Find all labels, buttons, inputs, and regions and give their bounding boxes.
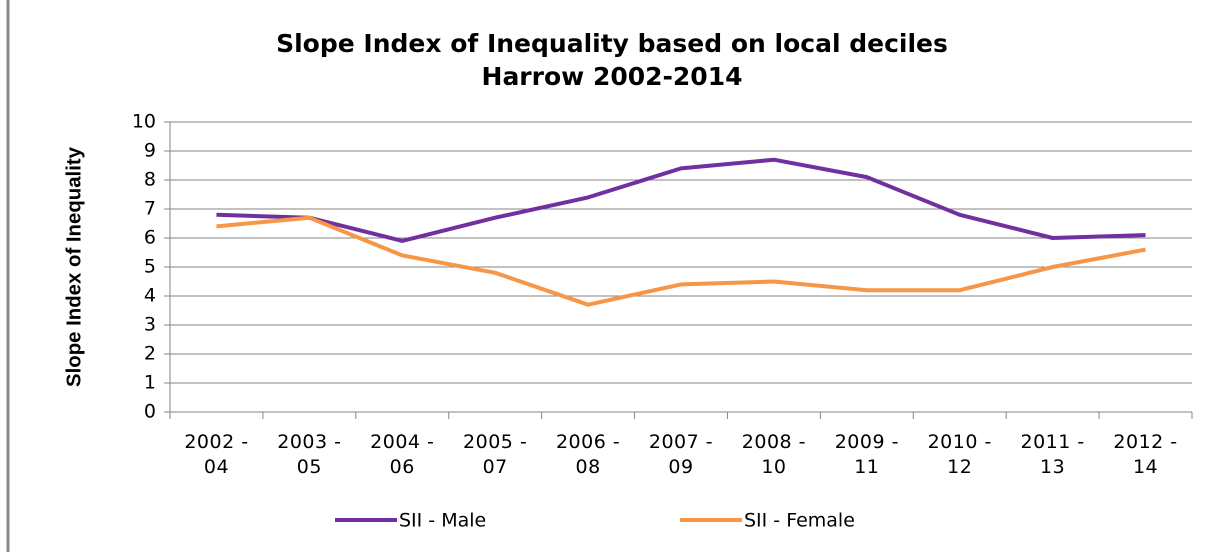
- y-tick-label: 0: [144, 401, 156, 423]
- y-tick-label: 10: [132, 111, 156, 133]
- chart-title: Slope Index of Inequality based on local…: [276, 29, 948, 58]
- legend-label: SII - Female: [744, 510, 855, 532]
- x-tick-label: 2009 - 11: [834, 431, 899, 478]
- x-tick-label: 2005 - 07: [463, 431, 528, 478]
- y-tick-label: 3: [144, 314, 156, 336]
- y-tick-label: 5: [144, 256, 156, 278]
- y-tick-label: 1: [144, 372, 156, 394]
- y-tick-label: 9: [144, 140, 156, 162]
- series-line: [216, 157, 1146, 243]
- x-tick-label: 2003 - 05: [277, 431, 342, 478]
- x-tick-label: 2007 - 09: [648, 431, 714, 478]
- chart-subtitle: Harrow 2002-2014: [482, 62, 743, 91]
- x-tick-label: 2011 - 13: [1020, 431, 1085, 478]
- x-tick-label: 2012 - 14: [1113, 431, 1178, 478]
- y-tick-label: 2: [144, 343, 156, 365]
- x-tick-label: 2010 - 12: [927, 431, 992, 478]
- y-tick-label: 4: [144, 285, 156, 307]
- x-tick-label: 2002 - 04: [184, 431, 249, 478]
- x-tick-label: 2006 - 08: [555, 431, 621, 478]
- y-tick-label: 6: [144, 227, 156, 249]
- legend-label: SII - Male: [399, 510, 486, 532]
- y-axis-label: Slope Index of Inequality: [63, 146, 85, 387]
- x-tick-label: 2004 - 06: [370, 431, 435, 478]
- series-line: [216, 215, 1146, 307]
- y-tick-label: 7: [144, 198, 156, 220]
- x-tick-label: 2008 - 10: [741, 431, 807, 478]
- y-tick-label: 8: [144, 169, 156, 191]
